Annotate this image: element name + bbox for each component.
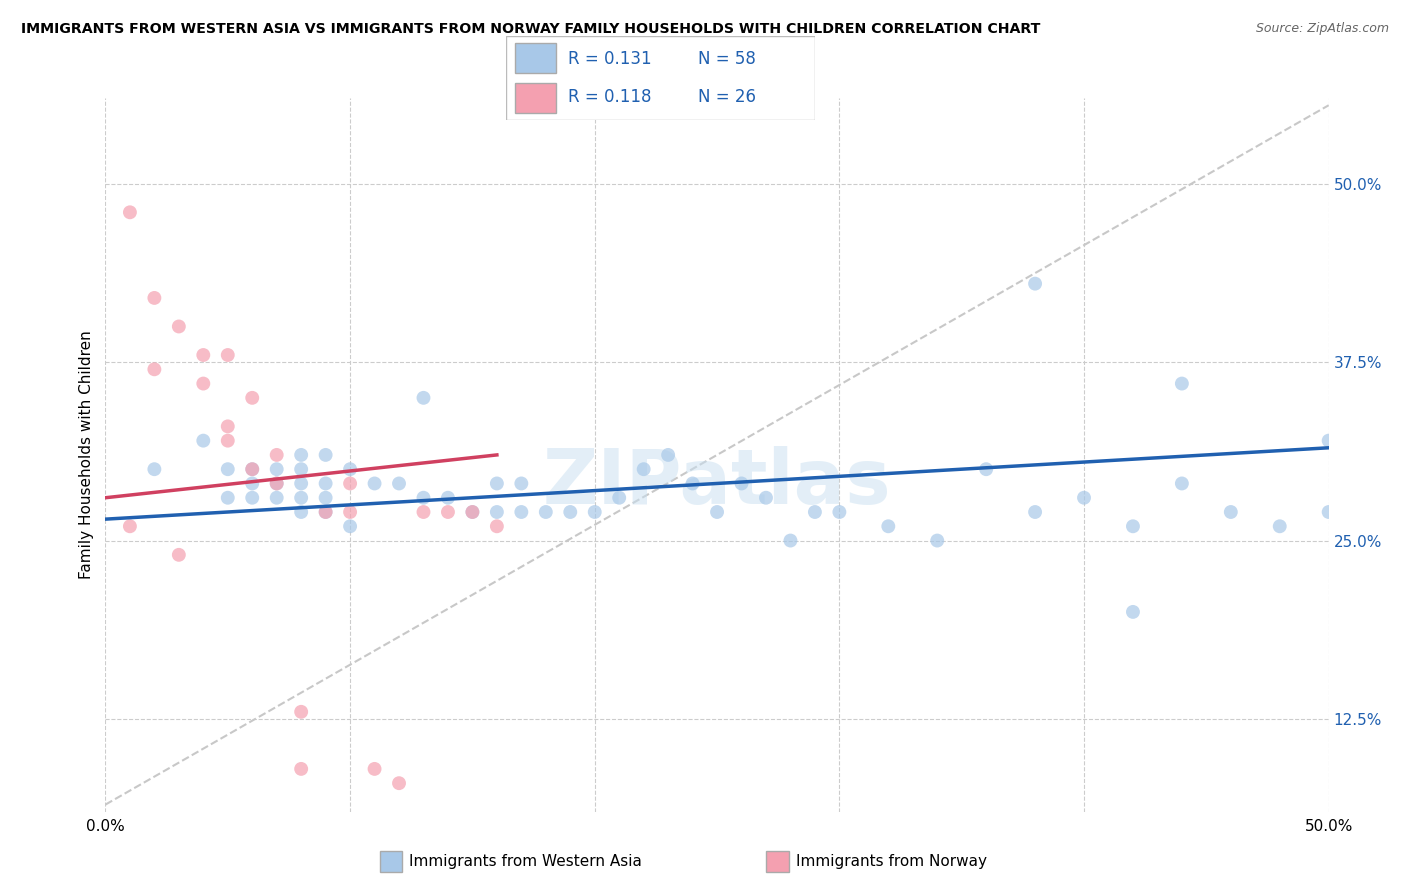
Point <box>607 491 630 505</box>
Point <box>266 448 288 462</box>
Point <box>193 348 215 362</box>
Point <box>412 391 434 405</box>
Point <box>730 476 752 491</box>
Point <box>266 476 288 491</box>
Y-axis label: Family Households with Children: Family Households with Children <box>79 331 94 579</box>
Point <box>167 319 190 334</box>
Point <box>1073 491 1095 505</box>
Point <box>828 505 851 519</box>
Point <box>240 391 263 405</box>
Point <box>485 505 508 519</box>
Text: N = 26: N = 26 <box>697 87 756 105</box>
Point <box>290 448 312 462</box>
Point <box>217 419 239 434</box>
Point <box>1122 605 1144 619</box>
Point <box>315 491 337 505</box>
Point <box>657 448 679 462</box>
Point <box>339 519 361 533</box>
Point <box>339 462 361 476</box>
Point <box>560 505 582 519</box>
Point <box>290 491 312 505</box>
Point <box>143 362 166 376</box>
Point <box>266 462 288 476</box>
Point <box>388 476 411 491</box>
Point <box>1122 519 1144 533</box>
Point <box>266 476 288 491</box>
Point <box>461 505 484 519</box>
Point <box>1024 505 1046 519</box>
Point <box>339 476 361 491</box>
Point <box>143 462 166 476</box>
Point <box>485 519 508 533</box>
Point <box>363 762 385 776</box>
Point <box>315 476 337 491</box>
Point <box>706 505 728 519</box>
Point <box>804 505 827 519</box>
Text: R = 0.131: R = 0.131 <box>568 50 651 68</box>
Point <box>388 776 411 790</box>
Point <box>315 505 337 519</box>
Point <box>193 376 215 391</box>
Point <box>755 491 778 505</box>
Text: Immigrants from Norway: Immigrants from Norway <box>796 855 987 869</box>
Point <box>1171 376 1194 391</box>
Point <box>633 462 655 476</box>
Point <box>290 476 312 491</box>
Point <box>217 491 239 505</box>
Point <box>363 476 385 491</box>
Point <box>315 505 337 519</box>
Point <box>510 505 533 519</box>
Point <box>217 462 239 476</box>
Point <box>290 505 312 519</box>
Text: Immigrants from Western Asia: Immigrants from Western Asia <box>409 855 643 869</box>
Text: Source: ZipAtlas.com: Source: ZipAtlas.com <box>1256 22 1389 36</box>
Point <box>534 505 557 519</box>
Point <box>118 205 141 219</box>
Point <box>485 476 508 491</box>
Point <box>583 505 606 519</box>
Point <box>315 448 337 462</box>
Point <box>779 533 801 548</box>
Point <box>510 476 533 491</box>
Point <box>1317 505 1340 519</box>
Point <box>412 505 434 519</box>
Point <box>412 491 434 505</box>
Point <box>437 505 460 519</box>
Point <box>461 505 484 519</box>
FancyBboxPatch shape <box>506 36 815 120</box>
Point <box>1171 476 1194 491</box>
Point <box>167 548 190 562</box>
Text: ZIPatlas: ZIPatlas <box>543 447 891 520</box>
Point <box>290 762 312 776</box>
Point <box>240 462 263 476</box>
Point <box>217 434 239 448</box>
Text: IMMIGRANTS FROM WESTERN ASIA VS IMMIGRANTS FROM NORWAY FAMILY HOUSEHOLDS WITH CH: IMMIGRANTS FROM WESTERN ASIA VS IMMIGRAN… <box>21 22 1040 37</box>
Point <box>974 462 997 476</box>
Point <box>290 462 312 476</box>
Point <box>240 491 263 505</box>
Point <box>240 476 263 491</box>
Text: N = 58: N = 58 <box>697 50 756 68</box>
Point <box>118 519 141 533</box>
Point <box>193 434 215 448</box>
Text: R = 0.118: R = 0.118 <box>568 87 651 105</box>
Point <box>217 348 239 362</box>
Point <box>1268 519 1291 533</box>
Point <box>240 462 263 476</box>
FancyBboxPatch shape <box>516 44 555 73</box>
Point <box>290 705 312 719</box>
Point <box>1317 434 1340 448</box>
Point <box>1219 505 1241 519</box>
Point <box>927 533 949 548</box>
Point <box>1024 277 1046 291</box>
Point <box>682 476 704 491</box>
Point <box>437 491 460 505</box>
Point <box>877 519 900 533</box>
FancyBboxPatch shape <box>516 83 555 112</box>
Point <box>339 505 361 519</box>
Point <box>266 491 288 505</box>
Point <box>143 291 166 305</box>
